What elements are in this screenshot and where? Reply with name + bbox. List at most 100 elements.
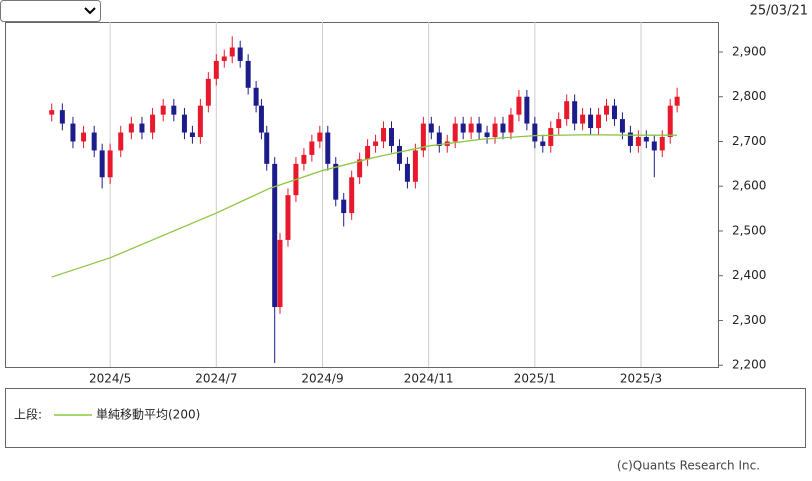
candle-body	[128, 123, 134, 133]
candle-body	[381, 128, 387, 142]
candle-body	[667, 105, 673, 137]
candle-body	[588, 114, 594, 129]
x-tick-label: 2025/1	[514, 372, 556, 386]
candle-body	[237, 47, 243, 61]
legend-label: 単純移動平均(200)	[96, 408, 200, 422]
y-tick-label: 2,200	[732, 358, 766, 372]
candle-body	[107, 150, 113, 178]
candle-body	[643, 137, 649, 142]
date: 25/03/21	[750, 4, 808, 19]
candle-body	[258, 105, 264, 133]
moving-average-line	[51, 134, 678, 278]
candle-body	[500, 123, 506, 133]
y-tick-label: 2,700	[732, 134, 766, 148]
candle-body	[221, 56, 227, 61]
candle-body	[49, 110, 55, 115]
candle-body	[81, 132, 87, 142]
x-tick-label: 2024/9	[301, 372, 343, 386]
candle-body	[412, 150, 418, 182]
plot-area	[5, 22, 719, 368]
candle-body	[460, 123, 466, 133]
legend-title: 上段:	[14, 407, 42, 422]
period-select[interactable]	[0, 0, 101, 22]
candle-body	[611, 105, 617, 120]
candle-body	[333, 163, 339, 200]
candle-body	[245, 60, 251, 88]
candle-body	[213, 60, 219, 79]
select-chevron[interactable]	[84, 7, 96, 15]
candle-body	[635, 137, 641, 146]
candle-body	[357, 159, 363, 178]
candle-body	[388, 128, 394, 146]
candle-body	[59, 110, 65, 124]
candle-body	[580, 114, 586, 124]
candle-body	[309, 141, 315, 155]
candle-body	[476, 123, 482, 133]
candle-body	[301, 154, 307, 164]
candle-body	[349, 177, 355, 214]
candle-body	[160, 105, 166, 115]
candle-body	[272, 163, 278, 308]
candle-body	[651, 141, 657, 151]
x-tick-label: 2024/7	[195, 372, 237, 386]
x-tick-label: 2025/3	[620, 372, 662, 386]
candle-body	[365, 145, 371, 160]
candle-body	[396, 145, 402, 164]
y-tick-label: 2,400	[732, 268, 766, 282]
candle-body	[277, 239, 283, 308]
candle-body	[540, 141, 546, 146]
candle-body	[468, 123, 474, 133]
candle-body	[516, 96, 522, 115]
candle-body	[181, 114, 187, 133]
candle-body	[596, 114, 602, 129]
candle-body	[229, 47, 235, 57]
x-tick-label: 2024/11	[404, 372, 454, 386]
candle-body	[197, 105, 203, 137]
candle-body	[150, 114, 156, 133]
candle-body	[325, 132, 331, 164]
candle-body	[436, 132, 442, 146]
candle-body	[404, 163, 410, 182]
candle-body	[604, 105, 610, 115]
candle-body	[428, 123, 434, 133]
candle-body	[674, 96, 680, 106]
candle-body	[341, 199, 347, 214]
candle-body	[118, 132, 124, 151]
candle-body	[492, 123, 498, 137]
candle-body	[264, 132, 270, 164]
y-tick-label: 2,500	[732, 223, 766, 237]
candle-body	[285, 195, 291, 240]
candle-body	[91, 132, 97, 151]
candle-body	[99, 150, 105, 178]
candle-body	[139, 123, 145, 133]
y-tick-label: 2,600	[732, 179, 766, 193]
candle-body	[564, 101, 570, 120]
x-tick-label: 2024/5	[89, 372, 131, 386]
candle-body	[189, 132, 195, 137]
copyright: (c)Quants Research Inc.	[617, 459, 760, 473]
candle-body	[171, 105, 177, 115]
y-tick-label: 2,800	[732, 89, 766, 103]
candle-body	[627, 132, 633, 146]
candle-body	[373, 141, 379, 146]
candle-body	[253, 87, 259, 106]
y-tick-label: 2,900	[732, 44, 766, 58]
candle-body	[572, 101, 578, 124]
candle-body	[420, 123, 426, 151]
candle-body	[452, 123, 458, 142]
candle-body	[659, 137, 665, 151]
candle-body	[619, 119, 625, 133]
y-tick-label: 2,300	[732, 313, 766, 327]
legend-box	[5, 388, 806, 448]
candle-body	[205, 78, 211, 106]
candle-body	[508, 114, 514, 133]
candle-body	[556, 119, 562, 129]
candle-body	[532, 123, 538, 142]
candle-body	[548, 128, 554, 146]
candle-body	[317, 132, 323, 142]
candle-body	[70, 123, 76, 142]
candle-body	[484, 132, 490, 137]
candle-body	[524, 96, 530, 124]
